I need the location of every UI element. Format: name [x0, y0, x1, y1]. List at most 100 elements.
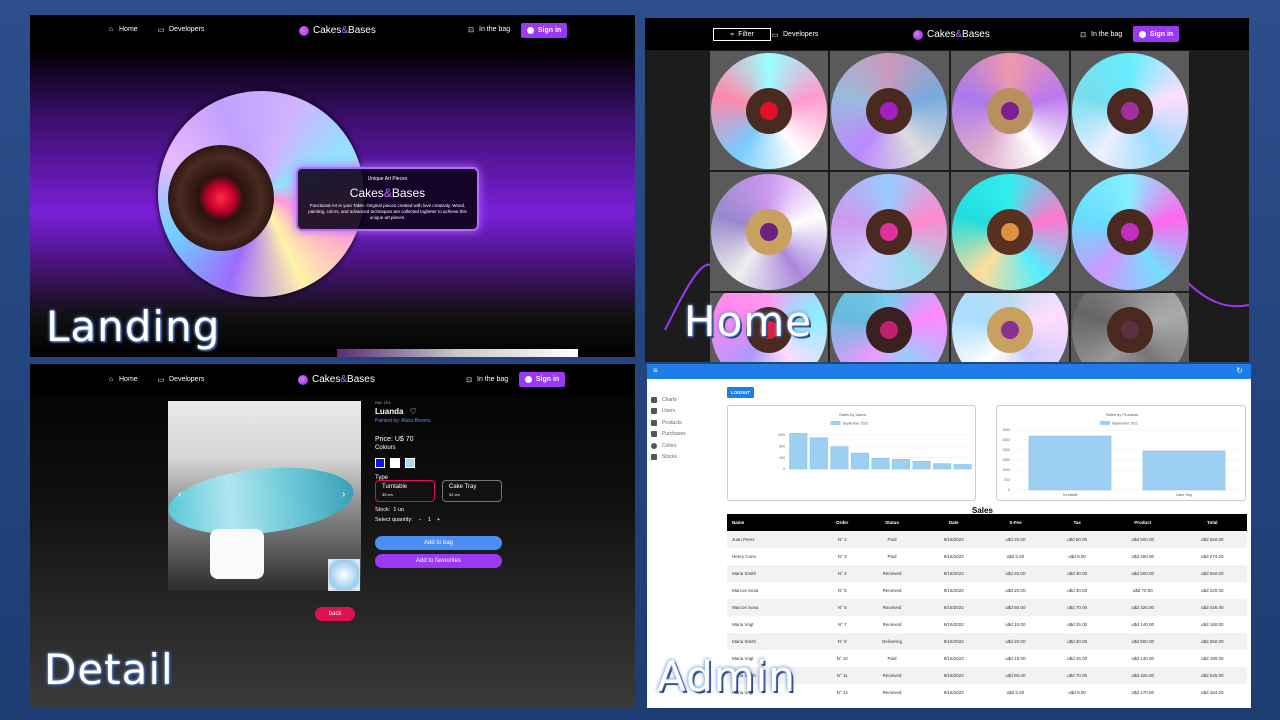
bag-icon: ⊡: [468, 26, 474, 34]
signin-button[interactable]: Sign in: [1133, 26, 1179, 42]
table-cell: Marcos Sosa: [732, 588, 759, 593]
landing-panel: ⌂ Home ▭ Developers Cakes & Bases ⊡ In the ba…: [30, 15, 635, 357]
table-cell: u$d 9.00: [1068, 690, 1086, 695]
nav-bag-link[interactable]: ⊡ In the bag: [1080, 31, 1123, 39]
table-cell: Received: [882, 588, 902, 593]
back-button[interactable]: back: [315, 607, 355, 621]
product-card[interactable]: [950, 51, 1069, 170]
column-header[interactable]: Name: [727, 514, 824, 531]
table-cell: Received: [861, 599, 923, 616]
chevron-left-icon[interactable]: ‹: [178, 489, 182, 500]
product-info: Ref: 1E4 Luanda ♡ Painted by: Alicia Bor…: [375, 400, 515, 481]
table-row[interactable]: Juan Perez N° 2 Paid 9/16/2022 u$d 20.00 u$d …: [727, 531, 1247, 548]
product-card[interactable]: [950, 293, 1069, 362]
nav-bag-link[interactable]: ⊡ In the bag: [468, 26, 511, 34]
nav-developers-link[interactable]: ▭ Developers: [157, 376, 205, 384]
type-label: Type: [375, 475, 389, 481]
brand-logo[interactable]: Cakes & Bases: [913, 29, 990, 40]
table-row[interactable]: Maria Vogt N° 10 Paid 9/16/2022 u$d 15.00 u$d…: [727, 650, 1247, 667]
product-card[interactable]: [710, 51, 829, 170]
table-row[interactable]: Maria Smith N° 4 Received 9/16/2022 u$d 20.0…: [727, 565, 1247, 582]
table-cell: u$d 25.00: [1067, 622, 1088, 627]
palette-icon: [913, 29, 923, 40]
product-card[interactable]: [830, 293, 949, 362]
filter-icon: ⩦: [730, 30, 735, 38]
product-grid: [710, 51, 1189, 362]
nav-developers-link[interactable]: ▭ Developers: [157, 26, 205, 34]
bar: [1142, 450, 1226, 491]
product-card[interactable]: [710, 172, 829, 291]
sidebar-item-colors[interactable]: Colors: [651, 440, 721, 452]
product-card[interactable]: [830, 172, 949, 291]
nav-home-link[interactable]: ⌂ Home: [108, 26, 138, 33]
colour-swatch[interactable]: [405, 458, 415, 468]
colour-swatch[interactable]: [390, 458, 400, 468]
bar: [953, 464, 972, 470]
table-cell: u$d 15.00: [1005, 622, 1026, 627]
table-row[interactable]: Henry Cono N° 3 Paid 9/16/2022 u$d 5.20 u$d 9…: [727, 548, 1247, 565]
chart-title: Sales by Users: [839, 412, 866, 417]
users-icon: [651, 408, 657, 415]
brand-logo[interactable]: Cakes & Bases: [299, 25, 376, 36]
column-header[interactable]: S-Fee: [984, 514, 1047, 531]
product-card[interactable]: [830, 51, 949, 170]
table-cell: 9/16/2022: [922, 531, 985, 548]
menu-icon[interactable]: ≡: [653, 366, 658, 375]
table-row[interactable]: Maria Smith N° 9 Delivering 9/16/2022 u$d 20…: [727, 633, 1247, 650]
sidebar-item-users[interactable]: Users: [651, 406, 721, 418]
column-header[interactable]: Order: [823, 514, 862, 531]
nav-developers-link[interactable]: ▭ Developers: [771, 31, 819, 39]
quantity-minus-button[interactable]: −: [418, 517, 422, 523]
table-cell: 9/16/2022: [943, 554, 964, 559]
table-cell: u$d 50.00: [984, 599, 1047, 616]
table-cell: N° 3: [837, 554, 847, 559]
bar: [789, 433, 808, 470]
signin-button[interactable]: Sign in: [519, 372, 565, 387]
table-cell: N° 7: [837, 622, 847, 627]
table-row[interactable]: Marcos Sosa N° 5 Received 9/16/2022 u$d 20.0…: [727, 582, 1247, 599]
column-header[interactable]: Date: [922, 514, 985, 531]
add-to-bag-button[interactable]: Add to bag: [375, 536, 502, 550]
product-card[interactable]: [1070, 172, 1189, 291]
table-row[interactable]: Maria Vogt N° 7 Received 9/16/2022 u$d 15.00…: [727, 616, 1247, 633]
filter-button[interactable]: ⩦ Filter: [713, 28, 771, 41]
product-card[interactable]: [1070, 293, 1189, 362]
sidebar-item-purchases[interactable]: Purchases: [651, 429, 721, 441]
product-name-row: Luanda ♡: [375, 407, 515, 416]
column-header[interactable]: Status: [861, 514, 923, 531]
palette-icon: [299, 25, 309, 36]
nav-bag-link[interactable]: ⊡ In the bag: [466, 376, 509, 384]
column-header[interactable]: Tax: [1046, 514, 1109, 531]
refresh-icon[interactable]: ↻: [1236, 366, 1243, 375]
laptop-icon: ▭: [157, 376, 165, 384]
table-row[interactable]: Maria Vogt N° 12 Received 9/16/2022 u$d 5.20…: [727, 684, 1247, 701]
sidebar-item-stocks[interactable]: Stocks: [651, 452, 721, 464]
product-painter: Painted by: Alicia Borono: [375, 418, 431, 424]
signin-button[interactable]: Sign in: [521, 23, 567, 38]
sidebar-item-products[interactable]: Products: [651, 417, 721, 429]
table-cell: u$d 70.00: [1132, 588, 1153, 593]
type-option-cake-tray[interactable]: Cake Tray 32 cm: [442, 480, 502, 502]
quantity-plus-button[interactable]: +: [436, 517, 441, 523]
brand-logo[interactable]: Cakes & Bases: [298, 374, 375, 385]
table-row[interactable]: Maria Smith N° 11 Received 9/16/2022 u$d 50.…: [727, 667, 1247, 684]
type-option-turntable[interactable]: Turntable 35 cm: [375, 480, 435, 502]
nav-home-link[interactable]: ⌂ Home: [108, 376, 138, 383]
colour-swatch[interactable]: [375, 458, 385, 468]
chevron-right-icon[interactable]: ›: [342, 489, 346, 500]
product-card[interactable]: [950, 172, 1069, 291]
product-card[interactable]: [710, 293, 829, 362]
column-header[interactable]: Total: [1177, 514, 1247, 531]
logout-button[interactable]: LOGOUT: [727, 387, 754, 398]
table-cell: Maria Vogt: [732, 656, 754, 661]
heart-icon[interactable]: ♡: [409, 407, 417, 416]
add-to-favourites-button[interactable]: Add to favourites: [375, 554, 502, 568]
table-cell: u$d 20.00: [984, 531, 1047, 548]
product-card[interactable]: [1070, 51, 1189, 170]
sidebar-item-charts[interactable]: Charts: [651, 394, 721, 406]
table-row[interactable]: Marcos Sosa N° 6 Received 9/16/2022 u$d 50.0…: [727, 599, 1247, 616]
home-panel: ⩦ Filter ▭ Developers Cakes & Bases ⊡ In the …: [645, 18, 1249, 362]
column-header[interactable]: Product: [1108, 514, 1178, 531]
bag-icon: ⊡: [466, 376, 472, 384]
table-cell: u$d 325.00: [1108, 599, 1178, 616]
